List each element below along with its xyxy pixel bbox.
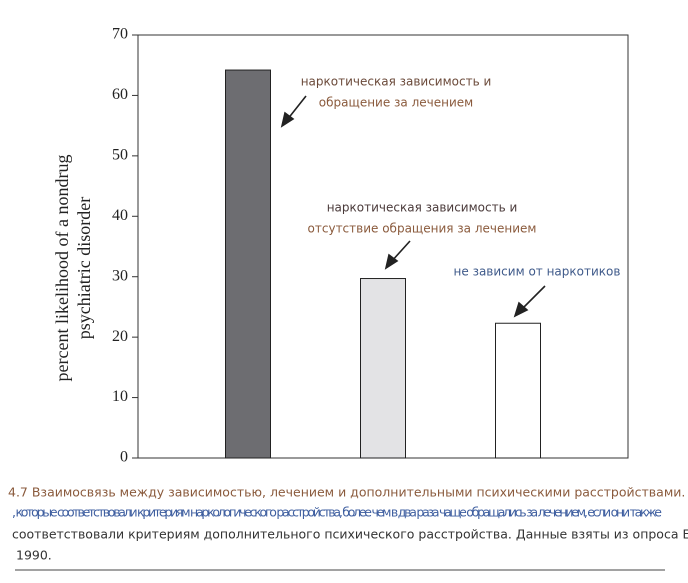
- y-tick-label: 60: [112, 86, 128, 103]
- bar: [360, 278, 406, 459]
- annotation: наркотическая зависимость и: [327, 201, 518, 215]
- y-tick-label: 70: [112, 26, 128, 43]
- y-tick-label: 20: [112, 328, 128, 345]
- caption-line: , которые соответствовали критериям нарк…: [12, 505, 662, 520]
- annotation: обращение за лечением: [319, 96, 473, 110]
- y-axis-label: percent likelihood of a nondrug: [52, 155, 72, 382]
- y-tick-label: 30: [112, 267, 128, 284]
- y-tick-label: 0: [120, 449, 128, 466]
- annotation: отсутствие обращения за лечением: [308, 222, 537, 236]
- arrow: [520, 285, 546, 311]
- caption-line: 1990.: [16, 548, 52, 563]
- y-axis-label: psychiatric disorder: [74, 197, 94, 339]
- arrow-head: [280, 111, 295, 128]
- annotation: не зависим от наркотиков: [454, 265, 621, 279]
- bar: [495, 322, 541, 459]
- arrows: [280, 95, 546, 318]
- y-tick-label: 40: [112, 207, 128, 224]
- annotation: наркотическая зависимость и: [301, 75, 492, 89]
- arrow-head: [513, 301, 529, 318]
- y-tick-label: 10: [112, 388, 128, 405]
- arrow-head: [384, 253, 399, 270]
- y-tick-label: 50: [112, 147, 128, 164]
- bar: [225, 69, 271, 459]
- caption-line: соответствовали критериям дополнительног…: [12, 527, 688, 542]
- caption-line: 4.7 Взаимосвязь между зависимостью, лече…: [8, 485, 688, 500]
